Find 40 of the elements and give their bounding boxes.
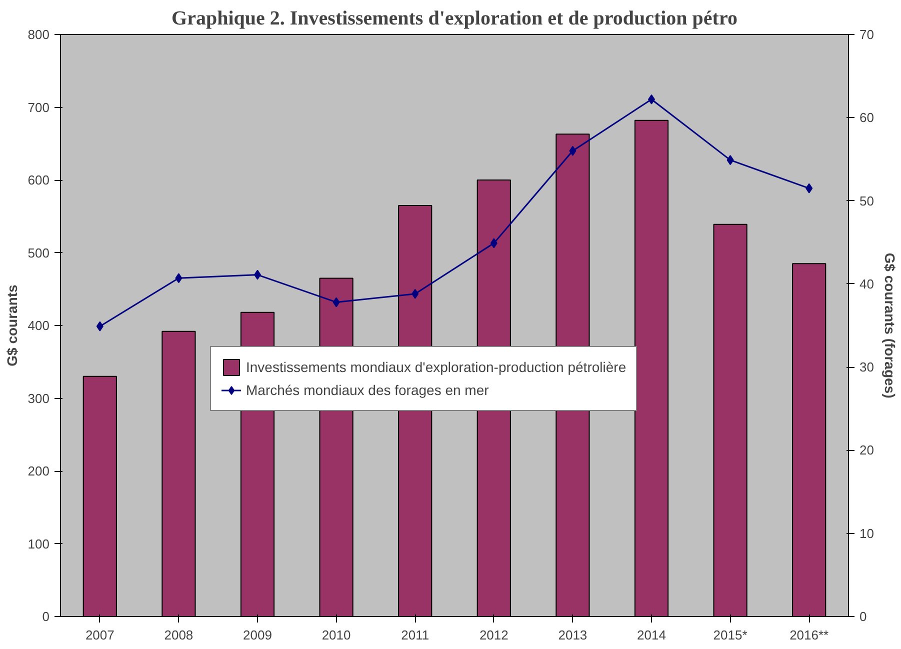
y2-tick-label: 20	[860, 442, 874, 458]
point	[569, 146, 576, 156]
point	[726, 155, 734, 166]
x-tick-label: 2009	[243, 628, 272, 642]
x-tick-label: 2012	[479, 628, 508, 642]
y-tick-label: 600	[28, 172, 50, 188]
x-tick-label: 2015*	[713, 628, 748, 642]
y-tick-label: 100	[28, 536, 50, 552]
y2-tick-label: 10	[860, 526, 874, 541]
x-tick-label: 2010	[322, 628, 351, 642]
y-tick-label: 200	[28, 464, 50, 478]
x-tick-label: 2011	[401, 628, 430, 642]
x-tick-label: 2013	[558, 628, 588, 642]
y2-axis-title: G$ courants (forages)	[882, 252, 898, 398]
legend-label: Marchés mondiaux des forages en mer	[246, 382, 489, 398]
y2-tick-label: 30	[860, 360, 874, 375]
y2-tick-label: 40	[860, 276, 874, 292]
y2-tick-label: 50	[860, 193, 874, 208]
x-tick-label: 2008	[164, 628, 194, 642]
point	[175, 273, 182, 284]
y-tick-label: 0	[42, 609, 50, 624]
x-tick-label: 2016**	[790, 628, 829, 642]
y2-tick-label: 0	[860, 609, 867, 624]
chart-title: Graphique 2. Investissements d'exploration et de production pétro	[172, 8, 738, 30]
y-tick-label: 300	[28, 390, 50, 406]
point	[806, 183, 813, 194]
x-tick-label: 2014	[637, 628, 666, 642]
y-tick-label: 500	[28, 245, 50, 260]
point	[490, 238, 498, 248]
y-tick-label: 700	[28, 100, 50, 115]
y-tick-label: 800	[28, 27, 50, 42]
point	[412, 288, 419, 299]
x-tick-label: 2007	[85, 628, 114, 642]
y2-tick-label: 70	[860, 27, 874, 42]
legend-label: Investissements mondiaux d'exploration-production pétrolière	[246, 359, 626, 375]
point	[332, 297, 340, 308]
y-axis-title: G$ courants	[4, 284, 20, 366]
y-tick-label: 400	[28, 318, 50, 333]
point	[96, 321, 104, 332]
y2-tick-label: 60	[860, 110, 874, 126]
